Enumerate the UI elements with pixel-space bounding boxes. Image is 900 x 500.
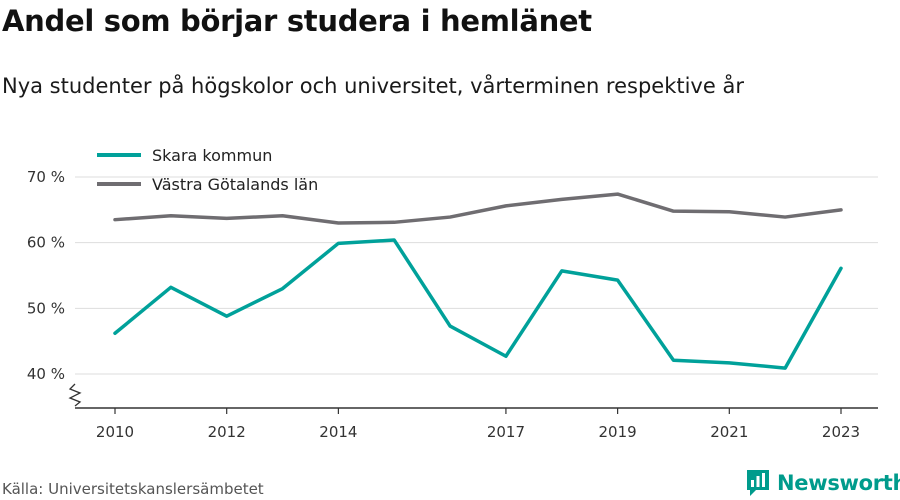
- legend-label: Skara kommun: [152, 146, 272, 165]
- newsworthy-logo-icon: [747, 470, 769, 496]
- axis-break-icon: [68, 383, 82, 407]
- source-note: Källa: Universitetskanslersämbetet: [2, 480, 264, 498]
- x-axis: 2010 2012 2014 2017 2019 2021 2023: [75, 407, 878, 441]
- x-tick-label: 2019: [599, 423, 637, 441]
- legend: Skara kommun Västra Götalands län: [97, 146, 318, 194]
- x-tick-label: 2021: [710, 423, 748, 441]
- chart-subtitle: Nya studenter på högskolor och universit…: [2, 74, 744, 98]
- brand-logo[interactable]: Newsworthy: [746, 468, 900, 498]
- brand-name: Newsworthy: [777, 471, 900, 495]
- gridlines: [75, 176, 878, 375]
- series-line-1: [113, 192, 843, 225]
- series-line-0: [113, 238, 843, 370]
- y-axis: 40 % 50 % 60 % 70 %: [27, 168, 82, 407]
- x-tick-label: 2017: [487, 423, 525, 441]
- y-tick-label: 50 %: [27, 299, 65, 317]
- legend-label: Västra Götalands län: [152, 175, 318, 194]
- x-tick-label: 2010: [96, 423, 134, 441]
- series-lines: [113, 192, 843, 370]
- x-tick-label: 2023: [822, 423, 860, 441]
- chart-title: Andel som börjar studera i hemlänet: [2, 4, 592, 38]
- y-tick-label: 70 %: [27, 168, 65, 186]
- y-tick-label: 60 %: [27, 234, 65, 252]
- x-tick-label: 2012: [208, 423, 246, 441]
- x-tick-label: 2014: [319, 423, 357, 441]
- y-tick-label: 40 %: [27, 365, 65, 383]
